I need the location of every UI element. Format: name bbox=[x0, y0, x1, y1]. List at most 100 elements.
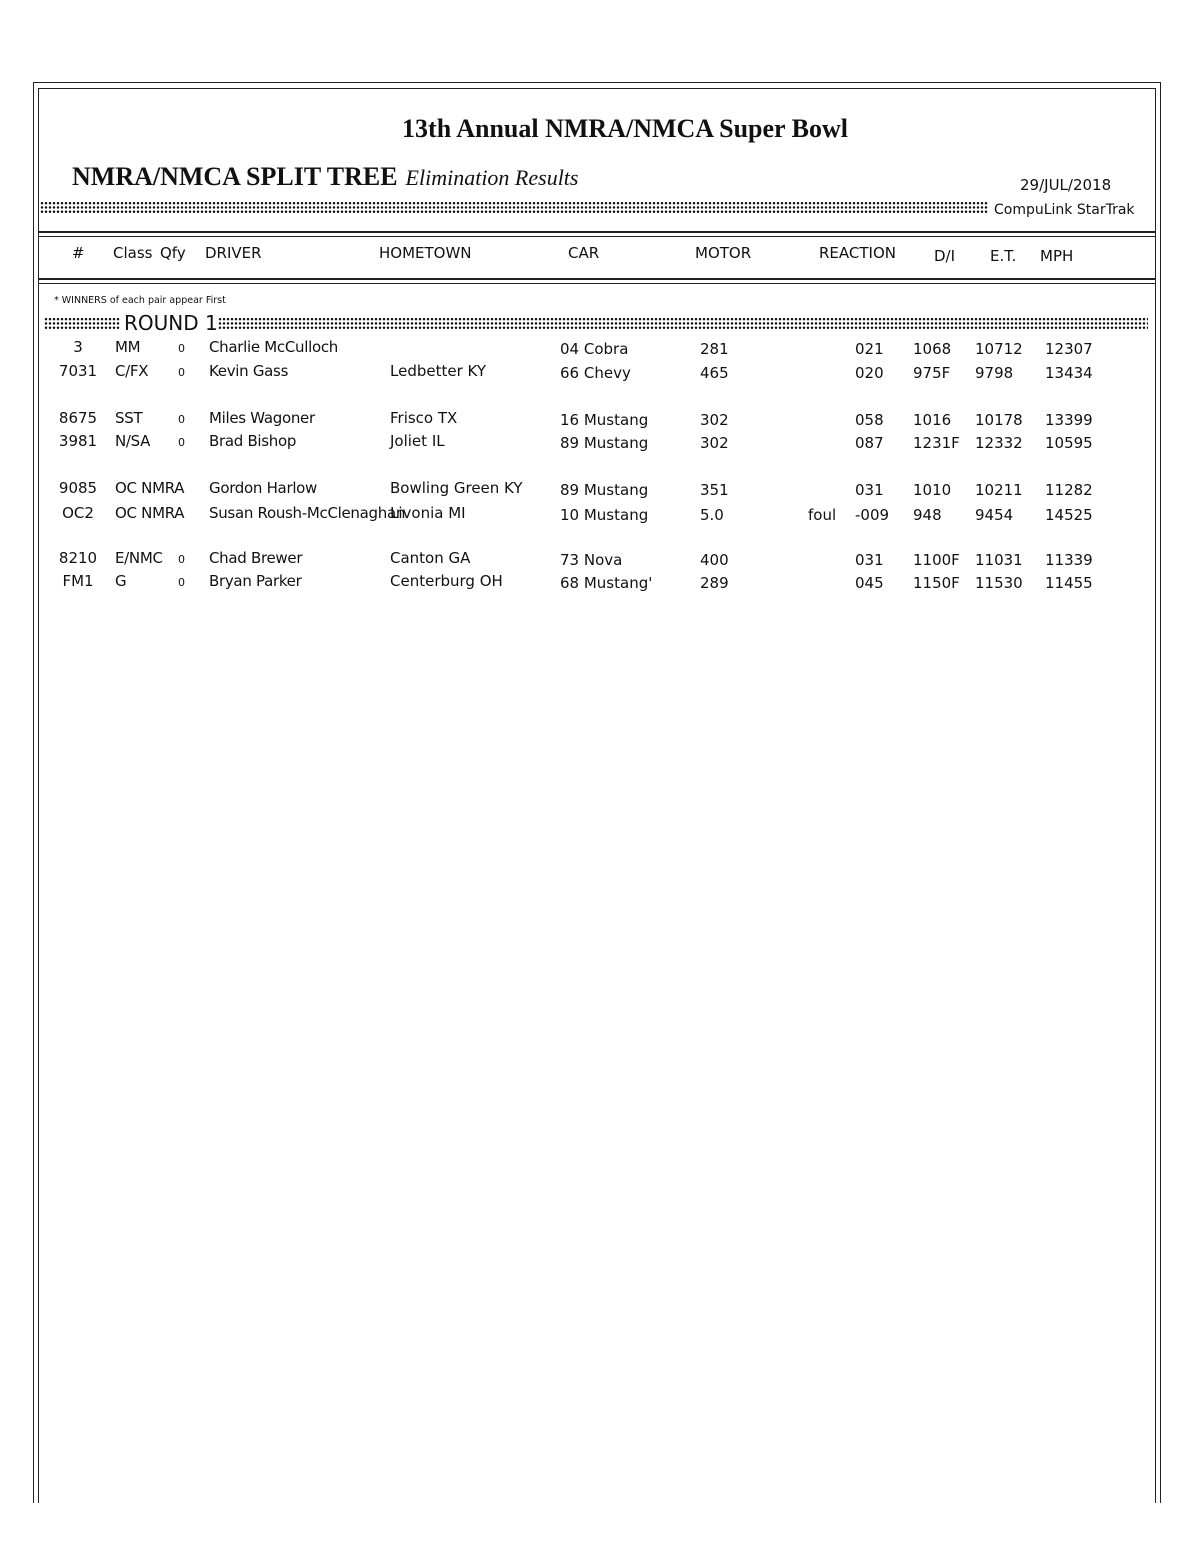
cell-et: 12332 bbox=[975, 434, 1023, 452]
cell-qfy: 0 bbox=[178, 413, 185, 426]
cell-hometown: Joliet IL bbox=[390, 432, 445, 450]
cell-di: 948 bbox=[913, 506, 942, 524]
header-rule-bottom-2 bbox=[38, 283, 1156, 284]
cell-motor: 465 bbox=[700, 364, 729, 382]
column-header: Qfy bbox=[160, 244, 186, 262]
round-dots-right bbox=[218, 317, 1148, 330]
cell-car: 89 Mustang bbox=[560, 481, 649, 499]
cell-num: FM1 bbox=[62, 572, 94, 590]
cell-motor: 351 bbox=[700, 481, 729, 499]
cell-motor: 5.0 bbox=[700, 506, 724, 524]
subtitle-italic: Elimination Results bbox=[405, 165, 579, 190]
cell-reaction: 087 bbox=[855, 434, 884, 452]
column-header: MPH bbox=[1040, 247, 1074, 265]
cell-qfy: 0 bbox=[178, 436, 185, 449]
cell-motor: 302 bbox=[700, 411, 729, 429]
cell-num: 7031 bbox=[58, 362, 98, 380]
cell-qfy: 0 bbox=[178, 366, 185, 379]
cell-num: 3 bbox=[73, 338, 83, 356]
round-dots-left bbox=[44, 317, 120, 330]
dotted-divider bbox=[40, 201, 988, 214]
cell-mph: 13434 bbox=[1045, 364, 1093, 382]
cell-hometown: Frisco TX bbox=[390, 409, 458, 427]
cell-di: 1231F bbox=[913, 434, 960, 452]
cell-di: 1010 bbox=[913, 481, 952, 499]
cell-car: 66 Chevy bbox=[560, 364, 631, 382]
cell-class: MM bbox=[115, 338, 141, 356]
cell-hometown: Canton GA bbox=[390, 549, 471, 567]
cell-di: 975F bbox=[913, 364, 951, 382]
cell-hometown: Centerburg OH bbox=[390, 572, 503, 590]
column-header: D/I bbox=[934, 247, 956, 265]
cell-car: 89 Mustang bbox=[560, 434, 649, 452]
cell-reaction: 058 bbox=[855, 411, 884, 429]
page-border-inner bbox=[38, 88, 1156, 1503]
column-header: HOMETOWN bbox=[379, 244, 472, 262]
column-header: E.T. bbox=[990, 247, 1017, 265]
cell-hometown: Bowling Green KY bbox=[390, 479, 523, 497]
cell-di: 1068 bbox=[913, 340, 952, 358]
column-header: DRIVER bbox=[205, 244, 262, 262]
cell-et: 10712 bbox=[975, 340, 1023, 358]
cell-car: 04 Cobra bbox=[560, 340, 629, 358]
cell-driver: Kevin Gass bbox=[209, 362, 289, 380]
header-rule-top bbox=[38, 231, 1156, 233]
report-subtitle: NMRA/NMCA SPLIT TREE Elimination Results bbox=[72, 162, 579, 192]
cell-motor: 302 bbox=[700, 434, 729, 452]
cell-class: C/FX bbox=[115, 362, 149, 380]
cell-qfy: 0 bbox=[178, 576, 185, 589]
cell-et: 11031 bbox=[975, 551, 1023, 569]
cell-class: E/NMC bbox=[115, 549, 163, 567]
cell-driver: Miles Wagoner bbox=[209, 409, 315, 427]
cell-et: 9798 bbox=[975, 364, 1014, 382]
subtitle-bold: NMRA/NMCA SPLIT TREE bbox=[72, 162, 398, 191]
column-header: Class bbox=[113, 244, 153, 262]
cell-et: 11530 bbox=[975, 574, 1023, 592]
header-rule-bottom bbox=[38, 278, 1156, 280]
cell-driver: Gordon Harlow bbox=[209, 479, 318, 497]
cell-car: 68 Mustang' bbox=[560, 574, 653, 592]
brand-label: CompuLink StarTrak bbox=[994, 202, 1135, 218]
cell-qfy: 0 bbox=[178, 553, 185, 566]
cell-num: 8675 bbox=[58, 409, 98, 427]
column-header: MOTOR bbox=[695, 244, 752, 262]
cell-class: G bbox=[115, 572, 127, 590]
cell-car: 16 Mustang bbox=[560, 411, 649, 429]
column-header: CAR bbox=[568, 244, 600, 262]
cell-reaction: 021 bbox=[855, 340, 884, 358]
column-header: # bbox=[72, 244, 85, 262]
header-rule-top-2 bbox=[38, 236, 1156, 237]
cell-class: OC NMRA bbox=[115, 479, 185, 497]
cell-car: 10 Mustang bbox=[560, 506, 649, 524]
cell-reaction: -009 bbox=[855, 506, 890, 524]
cell-hometown: Ledbetter KY bbox=[390, 362, 486, 380]
column-header: REACTION bbox=[819, 244, 896, 262]
cell-mph: 11455 bbox=[1045, 574, 1093, 592]
cell-num: 9085 bbox=[58, 479, 98, 497]
cell-reaction: 045 bbox=[855, 574, 884, 592]
cell-reaction: 031 bbox=[855, 551, 884, 569]
cell-motor: 281 bbox=[700, 340, 729, 358]
cell-motor: 400 bbox=[700, 551, 729, 569]
cell-qfy: 0 bbox=[178, 342, 185, 355]
cell-mph: 11339 bbox=[1045, 551, 1093, 569]
page-border bbox=[33, 82, 1161, 1503]
cell-num: OC2 bbox=[62, 504, 94, 522]
cell-class: N/SA bbox=[115, 432, 151, 450]
round-label: ROUND 1 bbox=[124, 311, 218, 335]
cell-et: 10178 bbox=[975, 411, 1023, 429]
cell-mph: 13399 bbox=[1045, 411, 1093, 429]
cell-di: 1100F bbox=[913, 551, 960, 569]
cell-num: 3981 bbox=[58, 432, 98, 450]
cell-et: 9454 bbox=[975, 506, 1014, 524]
cell-motor: 289 bbox=[700, 574, 729, 592]
cell-driver: Bryan Parker bbox=[209, 572, 302, 590]
cell-mph: 11282 bbox=[1045, 481, 1093, 499]
cell-reaction: 031 bbox=[855, 481, 884, 499]
cell-di: 1016 bbox=[913, 411, 952, 429]
cell-et: 10211 bbox=[975, 481, 1023, 499]
cell-class: SST bbox=[115, 409, 143, 427]
cell-car: 73 Nova bbox=[560, 551, 623, 569]
cell-hometown: Livonia MI bbox=[390, 504, 466, 522]
cell-driver: Brad Bishop bbox=[209, 432, 297, 450]
